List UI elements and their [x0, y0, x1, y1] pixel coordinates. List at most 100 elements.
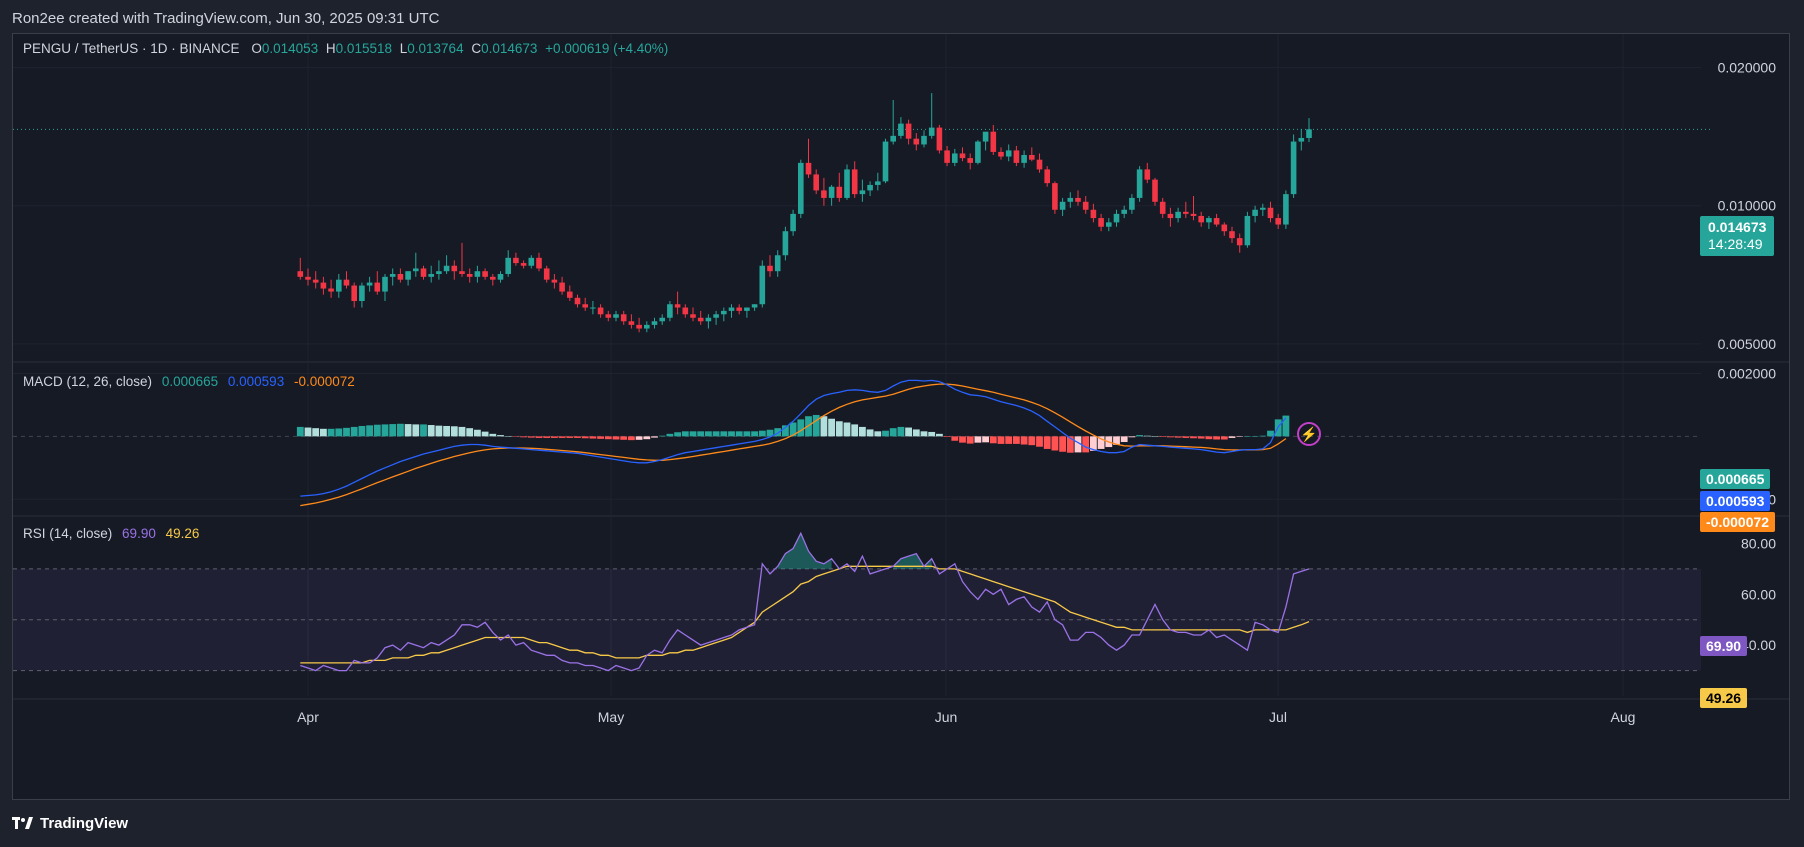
candle: [328, 288, 334, 292]
macd-histogram-bar: [689, 431, 697, 437]
candle: [520, 263, 527, 266]
macd-hist-value: 0.000665: [161, 374, 219, 389]
candle: [1229, 231, 1235, 239]
macd-histogram-bar: [474, 429, 481, 437]
macd-histogram-bar: [327, 428, 335, 437]
macd-histogram-bar: [720, 431, 728, 437]
macd-histogram-bar: [751, 431, 758, 437]
candle: [721, 310, 727, 315]
candle: [898, 123, 904, 136]
chart-area[interactable]: Apr May Jun Jul Aug 0.020000 0.010000 0.005000 0…: [12, 33, 1790, 800]
macd-histogram-bar: [989, 436, 997, 444]
candle: [536, 257, 542, 269]
candle: [736, 307, 742, 311]
candle: [890, 135, 896, 142]
candle: [713, 314, 719, 318]
candle: [351, 285, 357, 301]
open-value: 0.014053: [261, 41, 319, 56]
macd-histogram-bar: [574, 436, 581, 438]
candle: [944, 150, 950, 163]
candle: [959, 153, 966, 159]
candle: [389, 273, 396, 277]
rsi-title[interactable]: RSI (14, close): [23, 526, 113, 541]
macd-histogram-bar: [296, 426, 304, 437]
candle: [451, 265, 458, 272]
lightning-icon[interactable]: ⚡: [1297, 422, 1321, 446]
rsi-ma-line: [300, 565, 1310, 664]
candle: [836, 186, 843, 198]
macd-histogram-bar: [1159, 436, 1167, 437]
macd-histogram-bar: [1082, 436, 1090, 453]
x-axis-tick-label: Apr: [297, 709, 319, 725]
rsi-axis-tick-label: 80.00: [1741, 535, 1776, 551]
candle: [490, 276, 496, 280]
candle: [497, 273, 504, 280]
macd-histogram-bar: [1028, 436, 1036, 446]
rsi-axis-tick-label: 60.00: [1741, 586, 1776, 602]
candle: [998, 151, 1004, 157]
macd-histogram-bar: [828, 418, 835, 437]
macd-histogram-bar: [1244, 436, 1251, 437]
candle: [505, 257, 511, 274]
macd-histogram-bar: [1005, 436, 1013, 444]
symbol-label[interactable]: PENGU / TetherUS · 1D · BINANCE: [23, 41, 240, 56]
candle: [613, 314, 619, 318]
macd-histogram-bar: [1182, 436, 1190, 438]
macd-histogram-bar: [512, 436, 520, 437]
macd-histogram-bar: [628, 436, 635, 441]
vertical-grid: [307, 34, 1624, 696]
macd-histogram-bar: [966, 436, 974, 444]
macd-histogram-bar: [1036, 436, 1043, 447]
macd-histogram-bar: [551, 436, 558, 438]
candle: [905, 123, 912, 139]
macd-histogram-bar: [766, 429, 774, 437]
macd-histogram-bar: [427, 425, 435, 437]
macd-histogram-bar: [1236, 436, 1244, 437]
candle: [1098, 218, 1104, 227]
macd-histogram-bar: [1043, 436, 1051, 449]
candle: [1213, 218, 1220, 225]
candle: [828, 186, 835, 198]
macd-line-value: 0.000593: [227, 374, 285, 389]
macd-histogram-bar: [1051, 436, 1059, 451]
macd-histogram-bar: [1213, 436, 1220, 440]
candle: [1252, 209, 1258, 216]
rsi-line: [300, 531, 1310, 672]
macd-histogram-bar: [959, 436, 966, 443]
macd-histogram-bar: [320, 428, 327, 437]
candle: [605, 314, 612, 318]
footer-brand: TradingView: [40, 815, 129, 832]
candle: [1236, 238, 1243, 246]
candle: [644, 324, 650, 329]
chart-svg[interactable]: Apr May Jun Jul Aug 0.020000 0.010000 0.005000 0…: [13, 34, 1789, 799]
macd-histogram-bar: [489, 433, 497, 437]
macd-histogram-bar: [1220, 436, 1228, 440]
candle: [1075, 197, 1081, 202]
candle: [590, 307, 596, 309]
macd-title[interactable]: MACD (12, 26, close): [23, 374, 153, 389]
macd-histogram-bar: [928, 431, 936, 437]
macd-histogram-bar: [1074, 436, 1082, 453]
price-axis-tick-label: 0.010000: [1718, 198, 1777, 214]
candle: [312, 279, 319, 283]
macd-histogram-bar: [681, 431, 689, 437]
candle: [682, 307, 689, 315]
candle: [744, 307, 750, 311]
tradingview-logo[interactable]: TradingView: [12, 815, 128, 832]
candle: [967, 158, 973, 163]
macd-histogram-bar: [735, 431, 743, 437]
candle: [1005, 150, 1012, 157]
macd-histogram-bar: [943, 436, 951, 437]
macd-histogram-bar: [535, 436, 543, 438]
rsi-value-label: 69.90: [122, 526, 156, 541]
candle: [1159, 201, 1166, 214]
rsi-ma-value-label: 49.26: [165, 526, 200, 541]
macd-histogram-bar: [527, 436, 535, 438]
candle: [382, 276, 388, 292]
macd-histogram-bar: [1128, 436, 1136, 438]
candle: [1260, 207, 1266, 210]
candle: [582, 304, 588, 308]
macd-histogram-bar: [658, 435, 666, 437]
macd-line: [300, 379, 1287, 497]
